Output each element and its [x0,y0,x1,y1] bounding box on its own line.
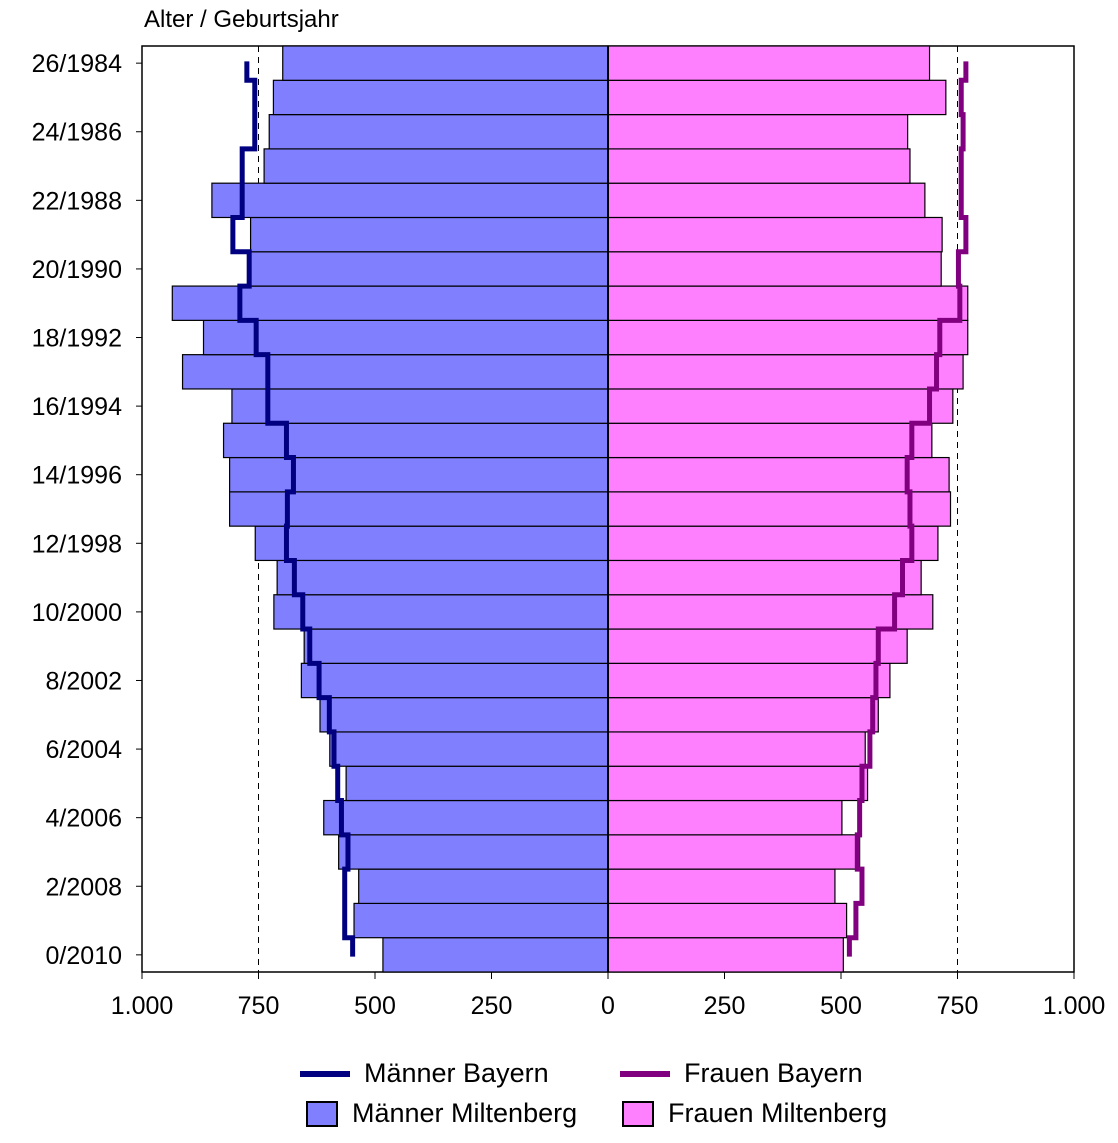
bar-men-miltenberg-18-1992 [202,319,609,356]
bar-men-miltenberg-19-1991 [171,285,609,321]
bar-men-miltenberg-0-2010 [382,937,609,973]
y-tick-label-0: 0/2010 [46,942,122,970]
bar-women-miltenberg-4-2006 [607,799,843,836]
bar-women-miltenberg-1-2009 [607,902,848,939]
x-tick-label-5: 250 [704,992,746,1020]
x-tick-label-8: 1.000 [1043,992,1106,1020]
line-women-bayern [846,61,969,957]
y-tick-label-6: 12/1998 [32,530,122,558]
bar-men-miltenberg-1-2009 [353,902,609,939]
bar-women-miltenberg-14-1996 [607,456,950,493]
x-tick-label-3: 250 [471,992,513,1020]
bar-men-miltenberg-12-1998 [254,525,609,562]
y-tick-label-8: 16/1994 [32,393,122,421]
bar-women-miltenberg-26-1984 [607,45,931,81]
bar-women-miltenberg-20-1990 [607,251,942,287]
y-tick-label-1: 2/2008 [46,873,122,901]
x-tick-label-1: 750 [238,992,280,1020]
bar-men-miltenberg-24-1986 [268,113,609,150]
y-tick-label-10: 20/1990 [32,256,122,284]
x-tick-label-6: 500 [820,992,862,1020]
bar-men-miltenberg-9-2001 [303,628,609,664]
y-tick-label-7: 14/1996 [32,462,122,490]
bar-women-miltenberg-6-2004 [607,731,866,767]
bar-women-miltenberg-12-1998 [607,525,939,562]
bar-men-miltenberg-11-1999 [276,559,609,596]
bar-women-miltenberg-10-2000 [607,594,934,630]
bar-men-miltenberg-16-1994 [231,388,609,424]
bar-men-miltenberg-3-2007 [338,834,609,870]
bar-women-miltenberg-11-1999 [607,559,922,596]
y-tick-label-9: 18/1992 [32,325,122,353]
bar-women-miltenberg-2-2008 [607,868,836,905]
line-men-bayern [230,61,356,957]
bar-women-miltenberg-5-2005 [607,765,869,802]
bar-men-miltenberg-7-2003 [319,697,609,733]
bar-women-miltenberg-21-1989 [607,216,943,253]
x-tick-label-7: 750 [937,992,979,1020]
bar-men-miltenberg-21-1989 [249,216,609,253]
bar-men-miltenberg-26-1984 [282,45,609,81]
bar-men-miltenberg-14-1996 [229,456,609,493]
bar-men-miltenberg-15-1995 [222,422,609,459]
y-tick-label-2: 4/2006 [46,805,122,833]
bar-women-miltenberg-0-2010 [607,937,844,973]
bar-men-miltenberg-8-2002 [300,662,609,699]
bar-women-miltenberg-17-1993 [607,354,964,390]
y-tick-label-12: 24/1986 [32,119,122,147]
bar-women-miltenberg-24-1986 [607,113,909,150]
bar-women-miltenberg-8-2002 [607,662,891,699]
y-tick-label-11: 22/1988 [32,187,122,215]
bar-men-miltenberg-25-1985 [272,79,609,116]
bar-men-miltenberg-4-2006 [323,799,609,836]
y-tick-label-5: 10/2000 [32,599,122,627]
y-axis-title: Alter / Geburtsjahr [144,6,339,33]
bar-men-miltenberg-5-2005 [345,765,609,802]
x-tick-label-0: 1.000 [111,992,174,1020]
y-tick-label-4: 8/2002 [46,667,122,695]
bar-women-miltenberg-3-2007 [607,834,861,870]
bar-men-miltenberg-23-1987 [263,148,609,184]
bar-men-miltenberg-2-2008 [358,868,609,905]
bar-men-miltenberg-10-2000 [273,594,609,630]
bar-women-miltenberg-15-1995 [607,422,933,459]
bar-women-miltenberg-19-1991 [607,285,969,321]
x-tick-label-4: 0 [601,992,615,1020]
bar-women-miltenberg-9-2001 [607,628,908,664]
y-tick-label-3: 6/2004 [46,736,123,764]
bar-women-miltenberg-7-2003 [607,697,879,733]
bar-men-miltenberg-22-1988 [211,182,609,219]
bar-women-miltenberg-18-1992 [607,319,969,356]
bar-men-miltenberg-20-1990 [249,251,609,287]
bar-women-miltenberg-13-1997 [607,491,952,527]
bar-women-miltenberg-22-1988 [607,182,926,219]
y-tick-label-13: 26/1984 [32,50,122,78]
bar-women-miltenberg-25-1985 [607,79,947,116]
bar-women-miltenberg-16-1994 [607,388,954,424]
x-tick-label-2: 500 [354,992,396,1020]
bar-men-miltenberg-6-2004 [329,731,609,767]
bar-men-miltenberg-17-1993 [181,354,609,390]
bar-women-miltenberg-23-1987 [607,148,911,184]
